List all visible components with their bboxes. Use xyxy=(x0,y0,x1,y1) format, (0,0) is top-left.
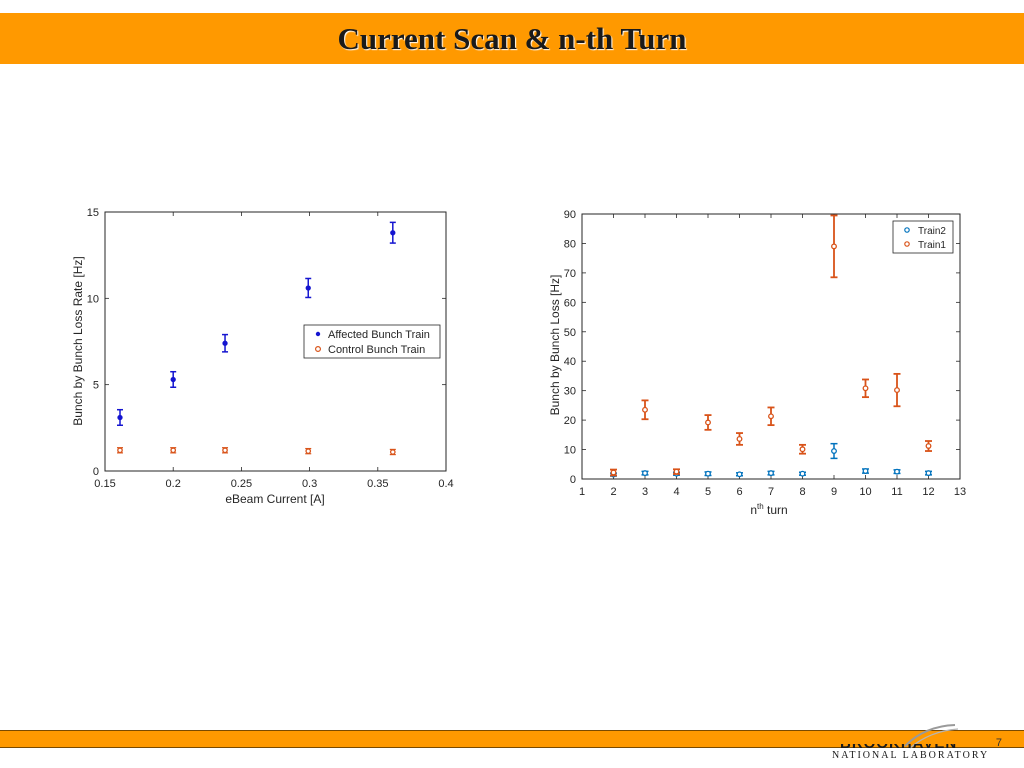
x-tick-label: 7 xyxy=(768,486,774,498)
logo-swoosh-icon xyxy=(904,724,959,749)
legend-marker-affected xyxy=(315,331,321,337)
control-point xyxy=(222,447,228,454)
control-point xyxy=(117,447,123,454)
legend-marker-control xyxy=(315,346,322,353)
affected-point xyxy=(117,414,123,421)
y-tick-label: 90 xyxy=(564,209,576,221)
logo-subtitle: NATIONAL LABORATORY xyxy=(832,750,990,761)
y-tick-label: 80 xyxy=(564,238,576,250)
x-tick-label: 3 xyxy=(642,486,648,498)
legend-label-control: Control Bunch Train xyxy=(328,344,425,356)
x-tick-label: 0.2 xyxy=(166,478,181,490)
y-tick-label: 20 xyxy=(564,415,576,427)
x-tick-label: 13 xyxy=(954,486,966,498)
x-tick-label: 5 xyxy=(705,486,711,498)
train2-point xyxy=(705,470,711,477)
y-tick-label: 50 xyxy=(564,327,576,339)
legend-marker-train2 xyxy=(904,227,910,233)
slide-title: Current Scan & n-th Turn xyxy=(337,21,687,56)
y-tick-label: 40 xyxy=(564,356,576,368)
train1-point xyxy=(705,419,711,426)
legend: Train2 Train1 xyxy=(892,220,954,254)
y-tick-label: 30 xyxy=(564,386,576,398)
control-point xyxy=(170,447,177,454)
train1-point xyxy=(736,436,743,442)
train2-point xyxy=(642,470,648,477)
train1-point xyxy=(831,243,837,250)
train1-point xyxy=(642,406,648,413)
page-number: 7 xyxy=(995,737,1002,749)
x-tick-label: 11 xyxy=(891,486,902,498)
x-tick-label: 2 xyxy=(610,486,616,498)
legend-box xyxy=(892,220,954,254)
x-tick-label: 1 xyxy=(579,486,585,498)
x-axis-label-n: n xyxy=(750,503,757,517)
affected-point xyxy=(390,230,396,236)
y-tick-label: 70 xyxy=(564,268,576,280)
train1-point xyxy=(673,468,680,475)
legend-marker-train1 xyxy=(904,241,910,247)
logo-name: BROOKHAVEN xyxy=(840,744,957,752)
train1-point xyxy=(610,469,617,476)
y-tick-label: 10 xyxy=(87,293,99,305)
x-tick-label: 0.4 xyxy=(438,478,453,490)
train2-point xyxy=(768,470,774,477)
x-tick-label: 6 xyxy=(736,486,742,498)
train1-point xyxy=(799,446,806,453)
affected-point xyxy=(170,376,176,383)
legend: Affected Bunch Train Control Bunch Train xyxy=(303,324,441,359)
affected-point xyxy=(305,285,311,291)
legend-box xyxy=(303,324,441,359)
train2-point xyxy=(925,470,932,477)
train1-point xyxy=(925,443,932,449)
current-scan-chart: 0.15 0.2 0.25 0.3 0.35 0.4 0 5 10 15 eBeam Curren… xyxy=(71,207,454,506)
x-axis-label: eBeam Current [A] xyxy=(225,492,324,506)
y-tick-label: 0 xyxy=(570,474,576,486)
train1-point xyxy=(768,413,774,420)
legend-label-train2: Train2 xyxy=(918,226,946,237)
x-tick-label: 10 xyxy=(859,486,871,498)
train1-point xyxy=(894,387,900,394)
train2-point xyxy=(831,448,837,454)
x-axis-label-sup: th xyxy=(757,502,764,511)
x-tick-label: 0.35 xyxy=(367,478,388,490)
y-axis-label: Bunch by Bunch Loss [Hz] xyxy=(548,275,562,416)
legend-label-train1: Train1 xyxy=(918,240,946,251)
train2-point xyxy=(736,471,743,478)
y-tick-label: 5 xyxy=(93,380,99,392)
plot-area xyxy=(581,213,961,480)
footer-bar xyxy=(0,730,1024,748)
train2-point xyxy=(799,470,806,477)
x-tick-label: 8 xyxy=(799,486,805,498)
y-tick-label: 10 xyxy=(564,445,576,457)
y-axis-label: Bunch by Bunch Loss Rate [Hz] xyxy=(71,256,85,425)
x-tick-label: 12 xyxy=(922,486,934,498)
title-bar: Current Scan & n-th Turn xyxy=(0,13,1024,64)
x-tick-label: 9 xyxy=(831,486,837,498)
x-tick-label: 0.15 xyxy=(94,478,115,490)
legend-label-affected: Affected Bunch Train xyxy=(328,329,430,341)
y-tick-label: 0 xyxy=(93,466,99,478)
train2-point xyxy=(894,468,900,475)
x-tick-label: 0.25 xyxy=(231,478,252,490)
train2-point xyxy=(862,468,869,474)
affected-point xyxy=(222,340,228,346)
train1-point xyxy=(862,385,869,392)
x-axis-label-rest: turn xyxy=(764,503,788,517)
y-tick-label: 15 xyxy=(87,207,99,219)
control-point xyxy=(389,449,396,455)
control-point xyxy=(305,448,312,454)
x-tick-label: 0.3 xyxy=(302,478,317,490)
x-tick-label: 4 xyxy=(673,486,679,498)
y-tick-label: 60 xyxy=(564,297,576,309)
x-axis-label: nth turn xyxy=(750,502,787,517)
